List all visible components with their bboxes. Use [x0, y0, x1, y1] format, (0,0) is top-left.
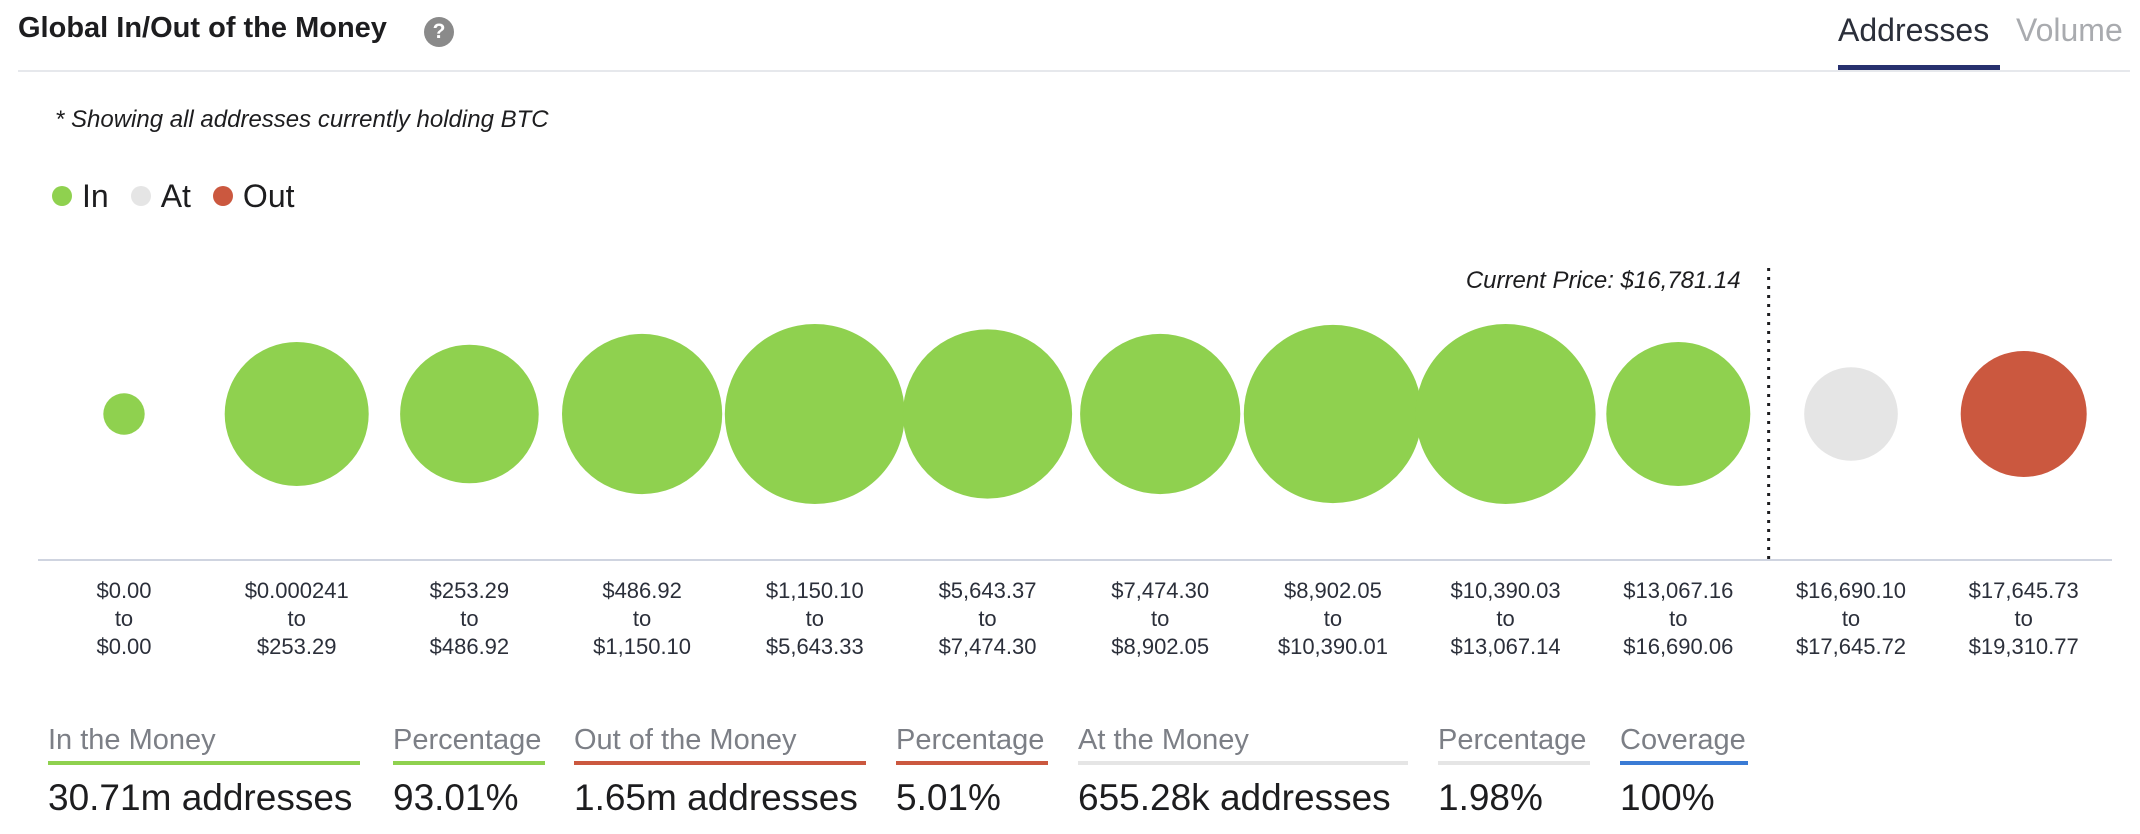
legend-label-at: At — [160, 177, 191, 214]
x-tick-label: $0.00 — [96, 578, 151, 603]
x-tick-label: to — [460, 606, 478, 631]
x-tick-label: to — [1669, 606, 1687, 631]
help-icon[interactable]: ? — [424, 17, 454, 47]
legend-dot-at — [130, 186, 151, 206]
x-tick-label: $1,150.10 — [593, 634, 691, 659]
legend-label-out: Out — [242, 177, 295, 214]
x-tick-label: to — [1324, 606, 1342, 631]
x-tick-label: $13,067.14 — [1451, 634, 1561, 659]
bubble-in[interactable] — [562, 333, 723, 495]
legend-item-out[interactable]: Out — [212, 177, 295, 215]
legend-item-in[interactable]: In — [52, 178, 109, 215]
stat-value: 655.28k addresses — [1078, 777, 1391, 818]
x-tick-label: to — [288, 606, 306, 631]
bubble-in[interactable] — [724, 324, 905, 504]
page-title: Global In/Out of the Money — [18, 12, 387, 44]
x-tick-label: $0.00 — [96, 634, 151, 659]
stat-out-of-the-money: Out of the Money 1.65m addresses — [574, 724, 866, 819]
stat-label: Percentage — [896, 724, 1045, 756]
stat-label: In the Money — [48, 724, 216, 756]
bubble-at[interactable] — [1804, 367, 1898, 461]
x-tick-label: $1,150.10 — [766, 578, 864, 603]
stat-value: 30.71m addresses — [48, 777, 353, 818]
tab-addresses[interactable]: Addresses — [1838, 12, 1990, 48]
stat-underline — [574, 761, 866, 765]
stat-label: Percentage — [393, 724, 542, 756]
x-tick-label: $16,690.06 — [1623, 634, 1733, 659]
x-tick-label: $7,474.30 — [939, 634, 1037, 659]
stat-label: At the Money — [1078, 724, 1249, 756]
x-tick-label: to — [1151, 606, 1169, 631]
stat-value: 1.98% — [1438, 777, 1543, 818]
stat-at-the-money: At the Money 655.28k addresses — [1078, 724, 1408, 819]
bubble-chart: Current Price: $16,781.14 $0.00 to $0.00 $0.… — [38, 267, 2112, 659]
x-tick-label: $8,902.05 — [1111, 634, 1209, 659]
legend-label-in: In — [82, 177, 109, 214]
x-tick-label: $253.29 — [430, 578, 510, 603]
x-tick-label: $5,643.37 — [939, 578, 1037, 603]
current-price-label: Current Price: $16,781.14 — [1466, 267, 1741, 294]
stat-underline — [48, 761, 360, 765]
x-tick-label: $253.29 — [257, 634, 337, 659]
chart-note: * Showing all addresses currently holdin… — [55, 106, 549, 133]
stat-underline — [1438, 761, 1590, 765]
stat-underline — [1620, 761, 1748, 765]
x-tick-label: $486.92 — [430, 634, 510, 659]
bubble-in[interactable] — [902, 329, 1073, 499]
x-tick-label: $19,310.77 — [1969, 634, 2079, 659]
x-tick-label: $16,690.10 — [1796, 578, 1906, 603]
stat-in-percentage: Percentage 93.01% — [393, 724, 545, 819]
stat-label: Coverage — [1620, 724, 1746, 756]
bubble-in[interactable] — [1080, 333, 1241, 495]
bubble-in[interactable] — [224, 342, 369, 486]
legend-dot-out — [212, 186, 233, 206]
bubble-in[interactable] — [103, 393, 145, 435]
x-tick-label: $8,902.05 — [1284, 578, 1382, 603]
stat-value: 100% — [1620, 777, 1715, 818]
x-tick-label: $0.000241 — [245, 578, 349, 603]
x-tick-label: $13,067.16 — [1623, 578, 1733, 603]
tab-volume[interactable]: Volume — [2016, 12, 2123, 48]
stat-value: 5.01% — [896, 777, 1001, 818]
x-tick-label: $10,390.03 — [1451, 578, 1561, 603]
bubble-in[interactable] — [1415, 324, 1596, 504]
x-tick-label: $17,645.73 — [1969, 578, 2079, 603]
x-tick-label: $10,390.01 — [1278, 634, 1388, 659]
legend-dot-in — [52, 186, 72, 206]
x-tick-label: to — [115, 606, 133, 631]
x-tick-label: $7,474.30 — [1111, 578, 1209, 603]
x-tick-label: to — [1496, 606, 1514, 631]
legend-item-at[interactable]: At — [130, 177, 191, 215]
stat-label: Out of the Money — [574, 724, 797, 756]
x-tick-label: $17,645.72 — [1796, 634, 1906, 659]
stat-coverage: Coverage 100% — [1620, 724, 1748, 819]
x-tick-label: to — [2015, 606, 2033, 631]
widget-header: Global In/Out of the Money ? Addresses V… — [18, 0, 2130, 72]
stat-in-the-money: In the Money 30.71m addresses — [48, 724, 360, 819]
x-tick-label: to — [806, 606, 824, 631]
stat-out-percentage: Percentage 5.01% — [896, 724, 1048, 819]
bubble-in[interactable] — [1606, 342, 1751, 486]
x-tick-label: to — [633, 606, 651, 631]
stat-underline — [1078, 761, 1408, 765]
x-tick-label: $486.92 — [602, 578, 682, 603]
bubble-out[interactable] — [1960, 351, 2087, 477]
stat-value: 1.65m addresses — [574, 777, 858, 818]
stat-value: 93.01% — [393, 777, 519, 818]
stat-at-percentage: Percentage 1.98% — [1438, 724, 1590, 819]
x-tick-label: to — [1842, 606, 1860, 631]
x-tick-label: $5,643.33 — [766, 634, 864, 659]
legend: In At Out — [52, 176, 317, 216]
stat-label: Percentage — [1438, 724, 1587, 756]
summary-stats: In the Money 30.71m addresses Percentage… — [0, 724, 2140, 834]
active-tab-indicator — [1838, 65, 2000, 70]
stat-underline — [393, 761, 545, 765]
x-tick-label: to — [978, 606, 996, 631]
bubble-in[interactable] — [1243, 324, 1422, 504]
bubble-in[interactable] — [400, 344, 539, 484]
stat-underline — [896, 761, 1048, 765]
